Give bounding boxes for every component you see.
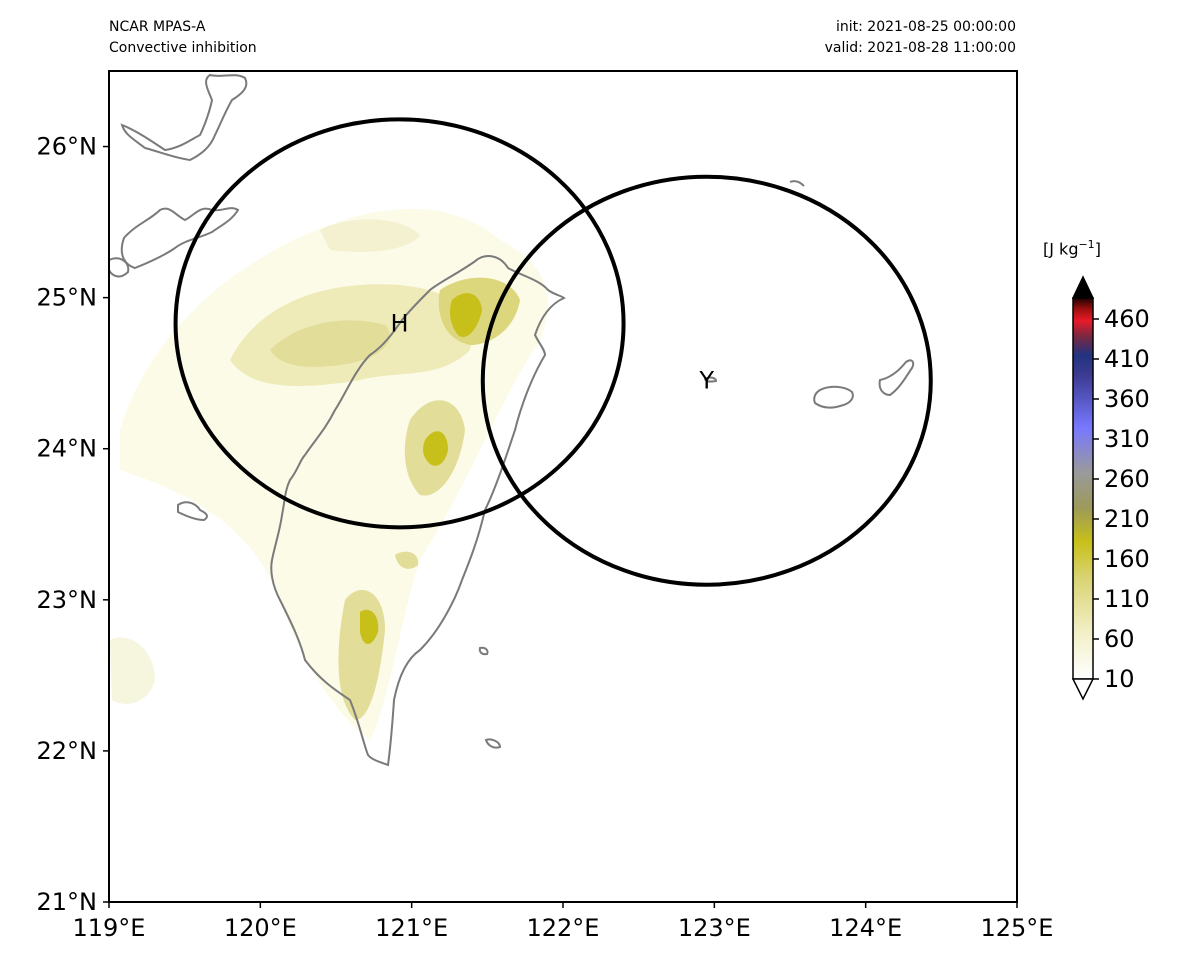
cin-central-core: [423, 431, 448, 466]
colorbar-tick-label: 210: [1104, 505, 1150, 533]
colorbar-tick-label: 460: [1104, 305, 1150, 333]
lon-tick-label: 125°E: [981, 914, 1054, 942]
mainland-coast-c: [120, 73, 248, 162]
init-time: init: 2021-08-25 00:00:00: [836, 19, 1016, 35]
cin-spot: [395, 551, 419, 569]
colorbar-tick-label: 110: [1104, 585, 1150, 613]
taiwan-coastline: [270, 255, 566, 767]
cin-north-band: [320, 219, 420, 252]
radius-circle-h: [173, 117, 626, 530]
cin-south-core: [360, 609, 379, 644]
island-south-1: [478, 646, 489, 656]
colorbar-tick-label: 10: [1104, 665, 1135, 693]
model-name: NCAR MPAS-A: [109, 19, 206, 35]
colorbar-tick-label: 60: [1104, 625, 1135, 653]
marker-label-h: H: [391, 309, 409, 337]
lat-tick-label: 22°N: [37, 737, 98, 765]
colorbar-tick-label: 360: [1104, 385, 1150, 413]
lat-tick-label: 21°N: [37, 888, 98, 916]
lon-tick-label: 121°E: [375, 914, 448, 942]
lon-tick-label: 123°E: [678, 914, 751, 942]
colorbar-tick-label: 160: [1104, 545, 1150, 573]
island-small: [703, 376, 718, 383]
lon-tick-label: 122°E: [527, 914, 600, 942]
lat-tick-label: 25°N: [37, 284, 98, 312]
cin-north-core: [450, 293, 482, 338]
colorbar-min-extend: [1071, 678, 1095, 701]
island-east-1: [813, 385, 854, 409]
penghu-islands: [177, 501, 208, 522]
header-left: NCAR MPAS-A Convective inhibition: [109, 17, 257, 59]
valid-time: valid: 2021-08-28 11:00:00: [824, 40, 1016, 56]
field-name: Convective inhibition: [109, 40, 257, 56]
lon-tick-label: 119°E: [73, 914, 146, 942]
islet-north: [789, 180, 805, 187]
colorbar-ticks: 10 60 110 160 210 260 310 360 410 460: [1093, 305, 1150, 693]
header-right: init: 2021-08-25 00:00:00 valid: 2021-08…: [825, 17, 1016, 59]
units-prefix: [J kg: [1043, 239, 1079, 259]
radius-circle-y: [480, 174, 933, 587]
colorbar-tick-label: 410: [1104, 345, 1150, 373]
axis-ticks: 119°E 120°E 121°E 122°E 123°E 124°E 125°E 21°N 2…: [37, 133, 1054, 942]
colorbar-tick-label: 310: [1104, 425, 1150, 453]
marker-label-y: Y: [698, 367, 714, 395]
colorbar-body: [1072, 297, 1094, 680]
lon-tick-label: 120°E: [224, 914, 297, 942]
lat-tick-label: 26°N: [37, 133, 98, 161]
mainland-coast-a: [109, 257, 130, 278]
colorbar-max-extend: [1071, 275, 1095, 299]
marker-circles: HY: [173, 117, 933, 587]
island-south-2: [484, 738, 502, 749]
island-east-2: [878, 359, 915, 397]
colorbar-units: [J kg−1]: [1043, 238, 1101, 258]
cin-shading: [110, 209, 548, 740]
coastlines: [109, 73, 915, 767]
cin-west-edge: [110, 637, 155, 704]
colorbar-tick-label: 260: [1104, 465, 1150, 493]
cin-core-west: [270, 320, 390, 367]
lon-tick-label: 124°E: [829, 914, 902, 942]
colorbar: 10 60 110 160 210 260 310 360 410 460: [1071, 275, 1150, 701]
units-suffix: ]: [1094, 239, 1101, 259]
lat-tick-label: 24°N: [37, 435, 98, 463]
lat-tick-label: 23°N: [37, 586, 98, 614]
mainland-coast-b: [120, 207, 240, 270]
units-exponent: −1: [1078, 238, 1095, 251]
